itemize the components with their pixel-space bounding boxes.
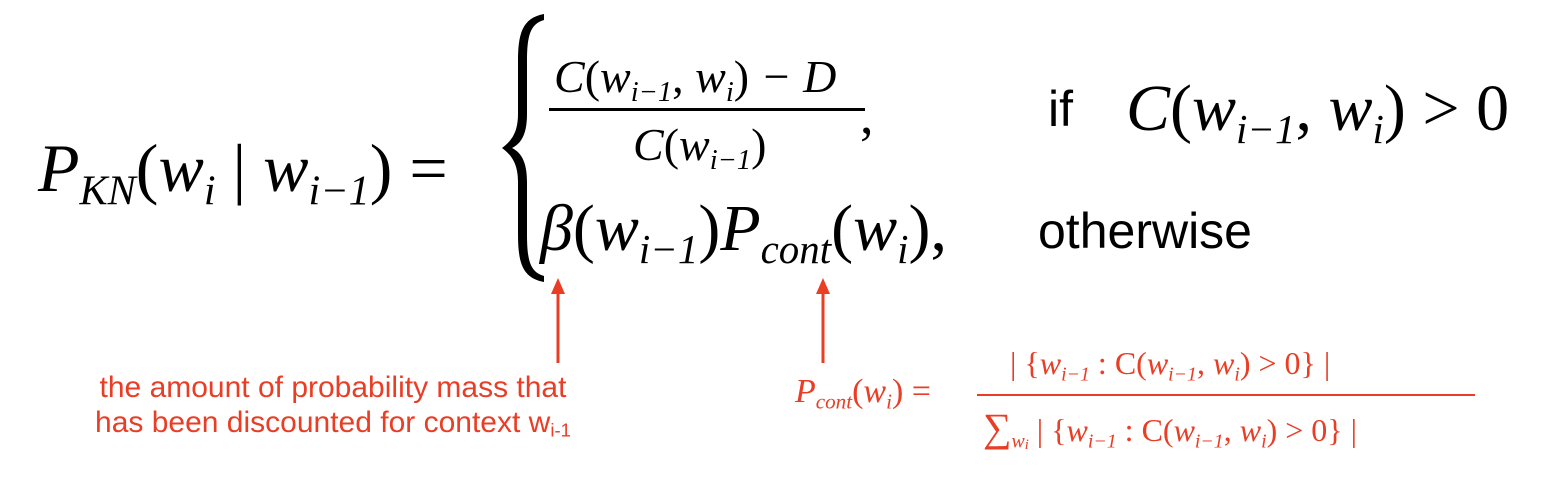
- case1-numerator: C(wi−1, wi) − D: [554, 51, 837, 107]
- c-symbol: C: [554, 51, 585, 102]
- close-paren: ): [698, 192, 721, 265]
- annotation-line-2-subscript: i-1: [550, 419, 571, 441]
- given-bar: |: [215, 130, 264, 206]
- i-minus-1-subscript: i−1: [630, 77, 673, 109]
- w-symbol: w: [679, 119, 710, 170]
- set-close: ) > 0} |: [1266, 412, 1358, 448]
- w-symbol: w: [1239, 412, 1262, 448]
- i-subscript: i: [1261, 430, 1267, 453]
- i-subscript: i: [886, 389, 892, 414]
- c-symbol: C: [633, 119, 664, 170]
- w-symbol: w: [863, 373, 887, 410]
- minus-discount: − D: [749, 51, 837, 102]
- annotation-line-2-text: has been discounted for context w: [95, 406, 551, 439]
- p-symbol: P: [720, 192, 761, 265]
- w-symbol: w: [853, 192, 898, 265]
- w-symbol: w: [158, 130, 204, 206]
- close-paren: ): [1383, 72, 1406, 145]
- pcont-numerator: | {wi−1 : C(wi−1, wi) > 0} |: [1010, 345, 1331, 384]
- i-minus-1-subscript: i−1: [1168, 363, 1197, 386]
- comma: ,: [1295, 72, 1329, 145]
- such-that-c: : C(: [1116, 412, 1174, 448]
- i-subscript: i: [725, 77, 734, 109]
- open-paren: (: [135, 130, 159, 206]
- w-symbol: w: [600, 51, 631, 102]
- w-symbol: w: [695, 51, 726, 102]
- comma: ,: [1223, 412, 1240, 448]
- beta-symbol: β: [540, 192, 573, 265]
- case1-denominator: C(wi−1): [633, 119, 767, 175]
- p-symbol: P: [795, 373, 816, 410]
- if-keyword: if: [1048, 81, 1073, 137]
- pcont-denominator: ∑wi | {wi−1 : C(wi−1, wi) > 0} |: [983, 405, 1358, 453]
- annotation-line-1: the amount of probability mass that: [99, 371, 567, 404]
- comma: ,: [672, 51, 696, 102]
- kn-probability-lhs: PKN(wi | wi−1) =: [38, 134, 448, 212]
- i-minus-1-subscript: i−1: [1236, 107, 1296, 153]
- p-symbol: P: [38, 130, 80, 206]
- case1-condition: C(wi−1, wi) > 0: [1126, 76, 1509, 151]
- w-symbol: w: [1066, 412, 1088, 448]
- set-close: ) > 0} |: [1239, 345, 1331, 381]
- i-minus-1-subscript: i−1: [638, 227, 699, 273]
- c-symbol: C: [1126, 72, 1171, 145]
- i-subscript: i: [897, 227, 909, 273]
- set-open: | {: [1010, 345, 1040, 381]
- i-subscript: i: [203, 167, 216, 215]
- w-symbol: w: [1173, 412, 1195, 448]
- otherwise-keyword: otherwise: [1038, 203, 1252, 259]
- w-symbol: w: [263, 130, 309, 206]
- pcont-arrow: [816, 278, 830, 363]
- fraction-bar: [549, 108, 865, 111]
- open-paren: (: [663, 119, 680, 170]
- open-paren: (: [584, 51, 601, 102]
- w-symbol: w: [1146, 345, 1169, 381]
- such-that-c: : C(: [1089, 345, 1147, 381]
- sum-symbol: ∑: [983, 405, 1012, 450]
- pcont-fraction-bar: [977, 394, 1475, 396]
- case2-expression: β(wi−1)Pcont(wi),: [540, 196, 947, 271]
- comma: ,: [1196, 345, 1213, 381]
- sum-index-w: w: [1011, 430, 1025, 453]
- discount-annotation: the amount of probability mass that has …: [43, 370, 623, 440]
- i-minus-1-subscript: i−1: [308, 167, 370, 215]
- i-minus-1-subscript: i−1: [1087, 430, 1117, 453]
- w-symbol: w: [1328, 72, 1373, 145]
- w-symbol: w: [594, 192, 639, 265]
- w-symbol: w: [1212, 345, 1235, 381]
- cont-subscript: cont: [815, 389, 853, 414]
- open-paren: (: [852, 373, 864, 410]
- close-paren: ): [733, 51, 750, 102]
- open-paren: (: [572, 192, 595, 265]
- open-paren: (: [831, 192, 854, 265]
- i-subscript: i: [1234, 363, 1240, 386]
- close-paren: ): [369, 130, 393, 206]
- equals-sign: =: [903, 373, 931, 410]
- kn-subscript: KN: [79, 167, 136, 215]
- close-paren: ): [751, 119, 767, 170]
- open-paren: (: [1170, 72, 1193, 145]
- left-brace: [502, 14, 544, 282]
- w-symbol: w: [1192, 72, 1237, 145]
- case1-comma: ,: [860, 85, 874, 145]
- set-open: | {: [1028, 412, 1067, 448]
- w-symbol: w: [1039, 345, 1062, 381]
- i-minus-1-subscript: i−1: [1061, 363, 1090, 386]
- sum-index-i: i: [1024, 436, 1029, 453]
- i-minus-1-subscript: i−1: [1194, 430, 1224, 453]
- greater-than-zero: > 0: [1405, 72, 1510, 145]
- i-minus-1-subscript: i−1: [709, 145, 752, 177]
- cont-subscript: cont: [760, 227, 832, 273]
- pcont-definition-lhs: Pcont(wi) =: [795, 373, 931, 413]
- close-paren-comma: ),: [908, 192, 947, 265]
- beta-arrow: [551, 278, 565, 363]
- annotation-line-2: has been discounted for context wi-1: [43, 405, 623, 440]
- equals-sign: =: [392, 130, 448, 206]
- i-subscript: i: [1372, 107, 1384, 153]
- close-paren: ): [891, 373, 904, 410]
